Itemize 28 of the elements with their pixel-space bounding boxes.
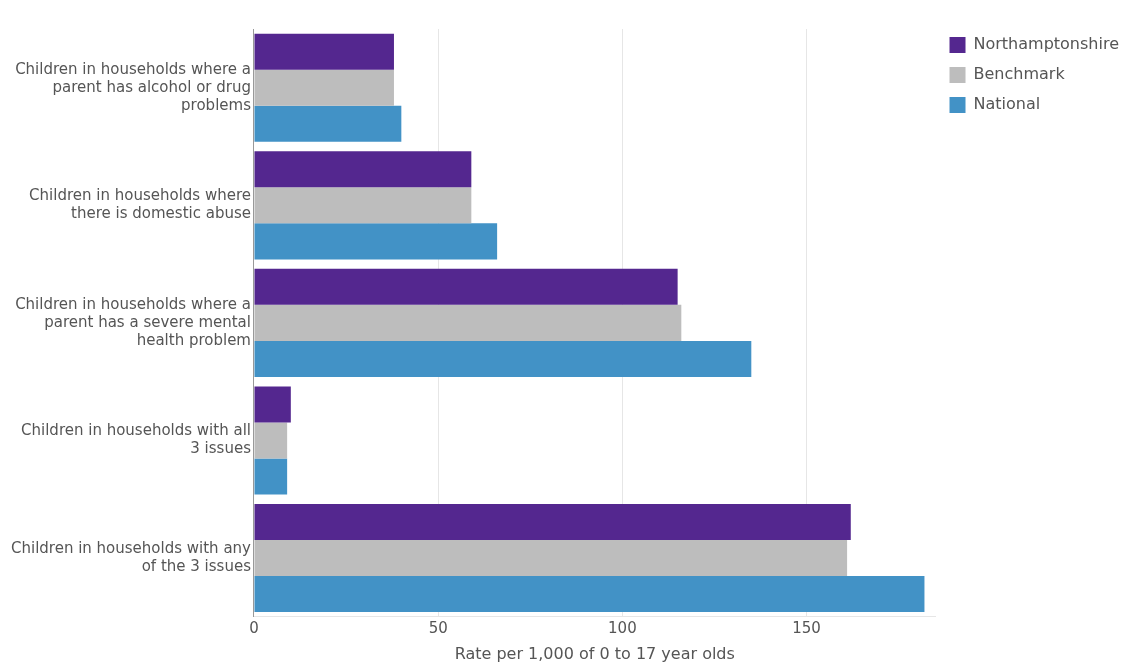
bar — [254, 539, 848, 577]
bar — [254, 33, 394, 70]
legend-label: Benchmark — [973, 64, 1066, 84]
y-tick-label: Children in households with any of the 3 issues — [10, 538, 252, 575]
bar — [254, 458, 288, 495]
legend-label: Northamptonshire — [973, 34, 1120, 54]
y-tick-label: Children in households with all 3 issues — [21, 421, 252, 458]
legend-label: National — [973, 94, 1041, 114]
bar — [254, 503, 851, 540]
y-tick-label: Children in households where a parent has alcohol or drug problems — [15, 59, 252, 114]
bar — [254, 69, 394, 106]
bar — [254, 187, 472, 224]
bar — [254, 304, 682, 341]
bar — [254, 151, 472, 188]
x-tick-label: 0 — [249, 618, 259, 637]
x-tick-label: 150 — [792, 618, 821, 637]
bar — [254, 268, 678, 305]
bar — [254, 576, 925, 613]
bar — [254, 105, 402, 142]
bar — [254, 422, 288, 459]
bar — [254, 340, 752, 377]
x-axis-title: Rate per 1,000 of 0 to 17 year olds — [454, 643, 735, 663]
bar — [254, 386, 291, 423]
bar — [254, 223, 498, 260]
y-tick-label: Children in households where there is domestic abuse — [29, 186, 251, 223]
y-tick-label: Children in households where a parent has a severe mental health problem — [15, 294, 251, 349]
x-tick-label: 50 — [428, 618, 448, 637]
x-tick-label: 100 — [608, 618, 637, 637]
